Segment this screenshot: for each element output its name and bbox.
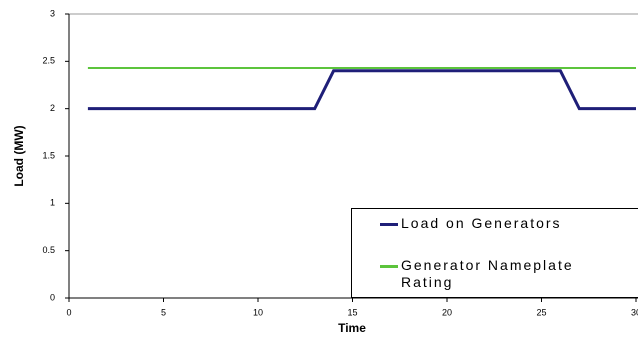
legend-swatch — [380, 223, 398, 226]
legend: Load on Generators Generator Nameplate Ra… — [351, 208, 638, 298]
y-tick-label: 0.5 — [42, 245, 55, 255]
x-axis-title: Time — [338, 321, 366, 335]
legend-label: Load on Generators — [401, 215, 562, 231]
y-tick-label: 0 — [50, 292, 55, 302]
y-tick-label: 2.5 — [42, 56, 55, 66]
x-tick-label: 30 — [631, 307, 638, 317]
y-tick-label: 1 — [50, 198, 55, 208]
x-tick-label: 10 — [253, 307, 263, 317]
y-tick-label: 2 — [50, 103, 55, 113]
x-tick-label: 0 — [66, 307, 71, 317]
x-tick-label: 20 — [442, 307, 452, 317]
x-tick-label: 25 — [536, 307, 546, 317]
legend-swatch — [380, 265, 398, 268]
legend-entry: Load on Generators — [380, 215, 631, 232]
legend-label: Generator Nameplate Rating — [401, 257, 574, 290]
y-tick-label: 3 — [50, 8, 55, 18]
x-tick-label: 5 — [161, 307, 166, 317]
x-tick-label: 15 — [347, 307, 357, 317]
legend-entry: Generator Nameplate Rating — [380, 257, 631, 291]
y-axis-title: Load (MW) — [12, 125, 26, 186]
series-line — [87, 69, 636, 111]
y-tick-label: 1.5 — [42, 150, 55, 160]
